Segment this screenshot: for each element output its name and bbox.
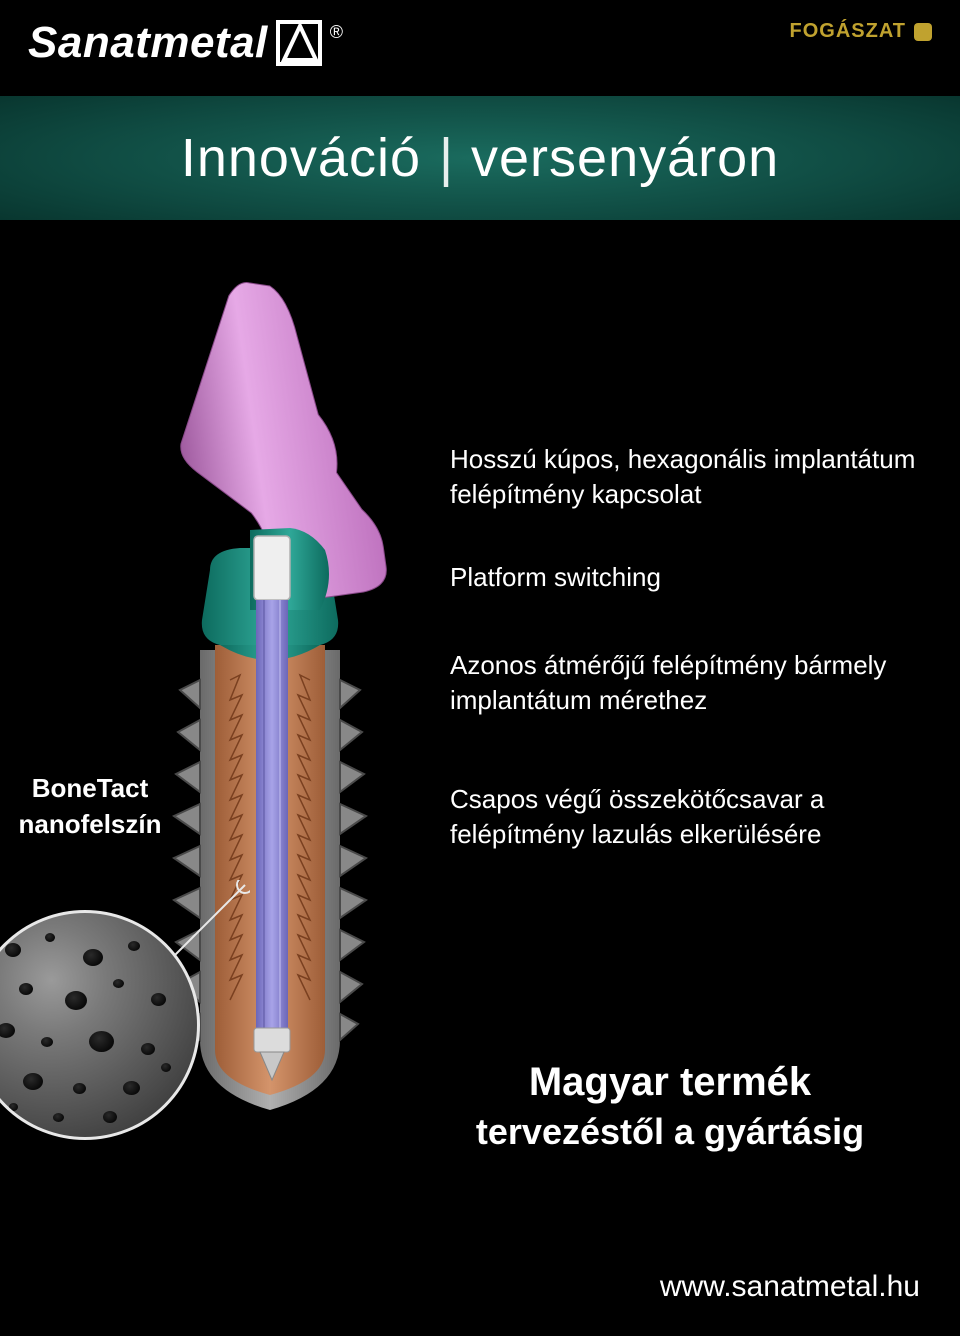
pore-icon [151,993,166,1006]
pore-icon [128,941,140,951]
left-label-line2: nanofelszín [10,806,170,842]
left-label-line1: BoneTact [10,770,170,806]
pore-icon [123,1081,140,1095]
brand-logo-icon [274,18,324,68]
pore-icon [5,943,21,957]
pore-icon [41,1037,53,1047]
screw-head [254,536,290,600]
pore-icon [53,1113,64,1122]
left-label: BoneTact nanofelszín [10,770,170,843]
pore-icon [113,979,124,988]
product-tagline: Magyar termék tervezéstől a gyártásig [420,1060,920,1153]
registered-mark-icon: ® [330,22,343,43]
feature-text-3: Azonos átmérőjű felépítmény bármely impl… [450,648,930,718]
pore-icon [161,1063,171,1072]
pore-icon [65,991,87,1010]
title-strong: Innováció [181,127,421,189]
feature-text-2: Platform switching [450,560,930,595]
pore-icon [45,933,55,942]
title-band: Innováció | versenyáron [0,96,960,220]
website-url: www.sanatmetal.hu [660,1270,920,1304]
pore-icon [89,1031,114,1052]
category-tag: FOGÁSZAT [789,20,932,43]
pore-icon [83,949,103,966]
pore-icon [19,983,33,995]
pore-icon [0,1023,15,1038]
pore-icon [73,1083,86,1094]
product-line1: Magyar termék [420,1060,920,1105]
title-light: versenyáron [471,127,779,189]
header: Sanatmetal ® FOGÁSZAT [0,0,960,90]
category-tag-text: FOGÁSZAT [789,20,906,43]
pore-icon [23,1073,43,1090]
screw-shaft [256,600,288,1030]
feature-text-1: Hosszú kúpos, hexagonális implantátum fe… [450,442,930,512]
category-dot-icon [914,23,932,41]
microscope-surface [0,910,200,1140]
title-divider: | [439,127,453,189]
microscope-inset [0,910,200,1140]
product-line2: tervezéstől a gyártásig [420,1111,920,1153]
brand: Sanatmetal ® [28,18,343,68]
pore-icon [9,1103,18,1111]
feature-text-4: Csapos végű összekötőcsavar a felépítmén… [450,782,930,852]
pore-icon [141,1043,155,1055]
screw-collar-tip [254,1028,290,1052]
brand-name: Sanatmetal [28,18,268,68]
pore-icon [103,1111,117,1123]
